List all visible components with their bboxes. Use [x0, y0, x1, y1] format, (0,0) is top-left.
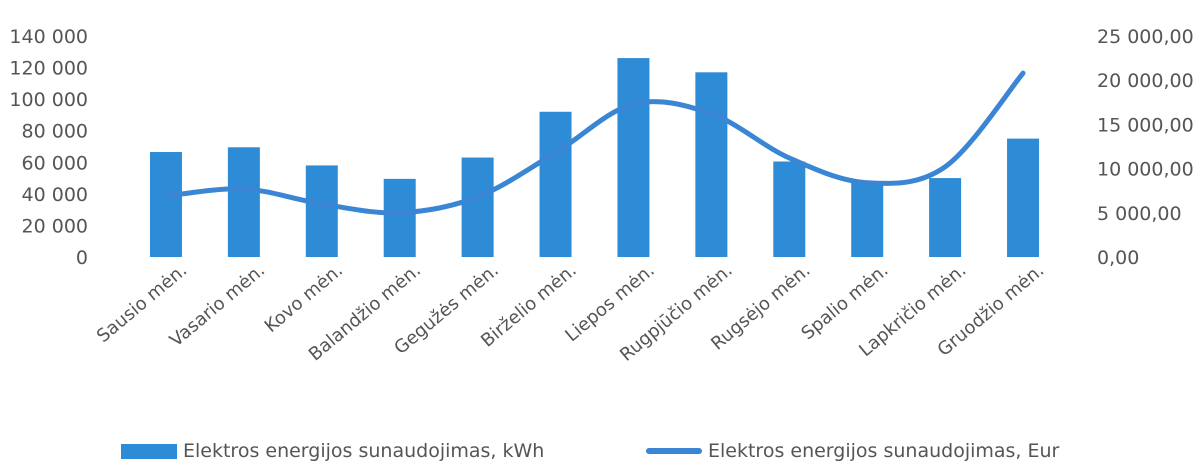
legend-label-kwh: Elektros energijos sunaudojimas, kWh — [183, 440, 545, 462]
bar — [227, 147, 260, 257]
right-axis-tick-label: 25 000,00 — [1097, 26, 1194, 48]
left-axis-tick-label: 100 000 — [9, 89, 88, 111]
bar — [851, 182, 884, 257]
right-axis-tick-label: 5 000,00 — [1097, 203, 1182, 225]
left-axis-tick-label: 40 000 — [22, 184, 88, 206]
legend-item-kwh: Elektros energijos sunaudojimas, kWh — [121, 440, 544, 462]
legend-item-eur: Elektros energijos sunaudojimas, Eur — [646, 440, 1059, 462]
left-axis-tick-label: 140 000 — [9, 26, 88, 48]
left-axis-tick-label: 0 — [76, 247, 88, 269]
bar — [695, 72, 728, 257]
legend-label-eur: Elektros energijos sunaudojimas, Eur — [708, 440, 1060, 462]
legend-bar-swatch — [121, 443, 177, 459]
right-axis-tick-label: 20 000,00 — [1097, 70, 1194, 92]
left-axis-tick-label: 80 000 — [22, 121, 88, 143]
left-axis-tick-label: 120 000 — [9, 58, 88, 80]
bar — [461, 157, 494, 257]
bar — [305, 165, 338, 257]
left-axis-tick-label: 20 000 — [22, 215, 88, 237]
right-axis-tick-label: 15 000,00 — [1097, 114, 1194, 136]
right-axis-tick-label: 10 000,00 — [1097, 159, 1194, 181]
legend-line-swatch — [646, 448, 702, 454]
bar — [773, 161, 806, 257]
bar — [617, 58, 650, 257]
bar — [383, 178, 416, 257]
left-axis-tick-label: 60 000 — [22, 152, 88, 174]
bar — [929, 178, 962, 257]
bar — [1007, 138, 1040, 257]
bar — [539, 111, 572, 258]
line-series-eur — [163, 70, 1026, 216]
right-axis-tick-label: 0,00 — [1097, 247, 1139, 269]
bar — [149, 152, 182, 257]
